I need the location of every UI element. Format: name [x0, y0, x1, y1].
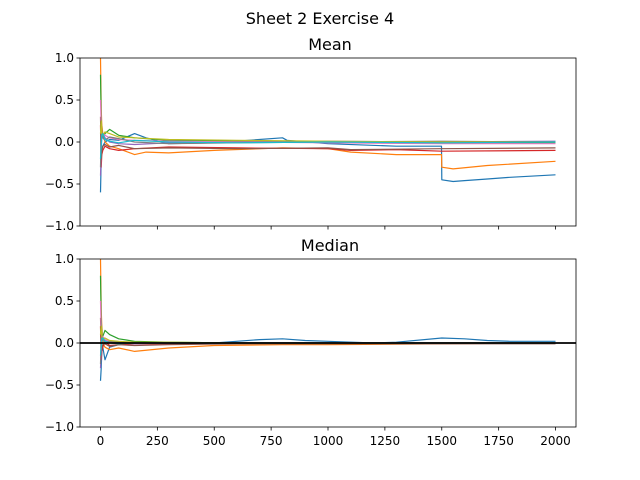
median-x-tick-label: 1000 — [313, 434, 344, 448]
mean-y-tick-label: −1.0 — [45, 219, 74, 233]
median-axes-frame — [79, 258, 577, 428]
median-x-tick-label: 500 — [203, 434, 226, 448]
median-y-tick-label: −1.0 — [45, 420, 74, 434]
median-panel-title: Median — [301, 236, 359, 255]
median-x-tick-label: 1250 — [370, 434, 401, 448]
median-x-tick-label: 0 — [97, 434, 105, 448]
median-y-tick-label: 0.5 — [55, 294, 74, 308]
mean-y-tick-label: 0.0 — [55, 135, 74, 149]
mean-series-line-9 — [99, 120, 556, 143]
median-x-tick-label: 1500 — [426, 434, 457, 448]
median-y-tick-label: 0.0 — [55, 336, 74, 350]
median-y-tick-label: −0.5 — [45, 378, 74, 392]
mean-panel-title: Mean — [308, 35, 352, 54]
mean-series-line-6 — [99, 116, 556, 160]
mean-plot-area — [99, 58, 556, 193]
median-y-tick-label: 1.0 — [55, 252, 74, 266]
median-series-group — [80, 259, 576, 381]
mean-y-tick-label: 0.5 — [55, 93, 74, 107]
median-series-line-1 — [99, 337, 556, 381]
mean-axes: −1.0 −0.5 0.0 0.5 1.0 — [45, 51, 556, 233]
mean-panel: Mean −1.0 −0.5 0.0 0.5 1.0 — [45, 35, 577, 233]
mean-series-line-10 — [99, 132, 556, 159]
median-panel: Median −1.0 −0.5 0.0 0.5 1.0 0 250 500 750 1000 12… — [45, 236, 577, 448]
median-x-tick-label: 750 — [260, 434, 283, 448]
median-plot-area — [80, 259, 576, 381]
median-axes: −1.0 −0.5 0.0 0.5 1.0 0 250 500 750 1000 1250 1500 1… — [45, 252, 571, 448]
mean-axes-frame — [79, 57, 577, 227]
mean-y-tick-label: 1.0 — [55, 51, 74, 65]
mean-series-group — [99, 58, 556, 193]
median-x-tick-label: 250 — [146, 434, 169, 448]
mean-y-tick-label: −0.5 — [45, 177, 74, 191]
figure-title: Sheet 2 Exercise 4 — [246, 9, 394, 28]
median-x-tick-label: 2000 — [540, 434, 571, 448]
median-x-tick-label: 1750 — [483, 434, 514, 448]
